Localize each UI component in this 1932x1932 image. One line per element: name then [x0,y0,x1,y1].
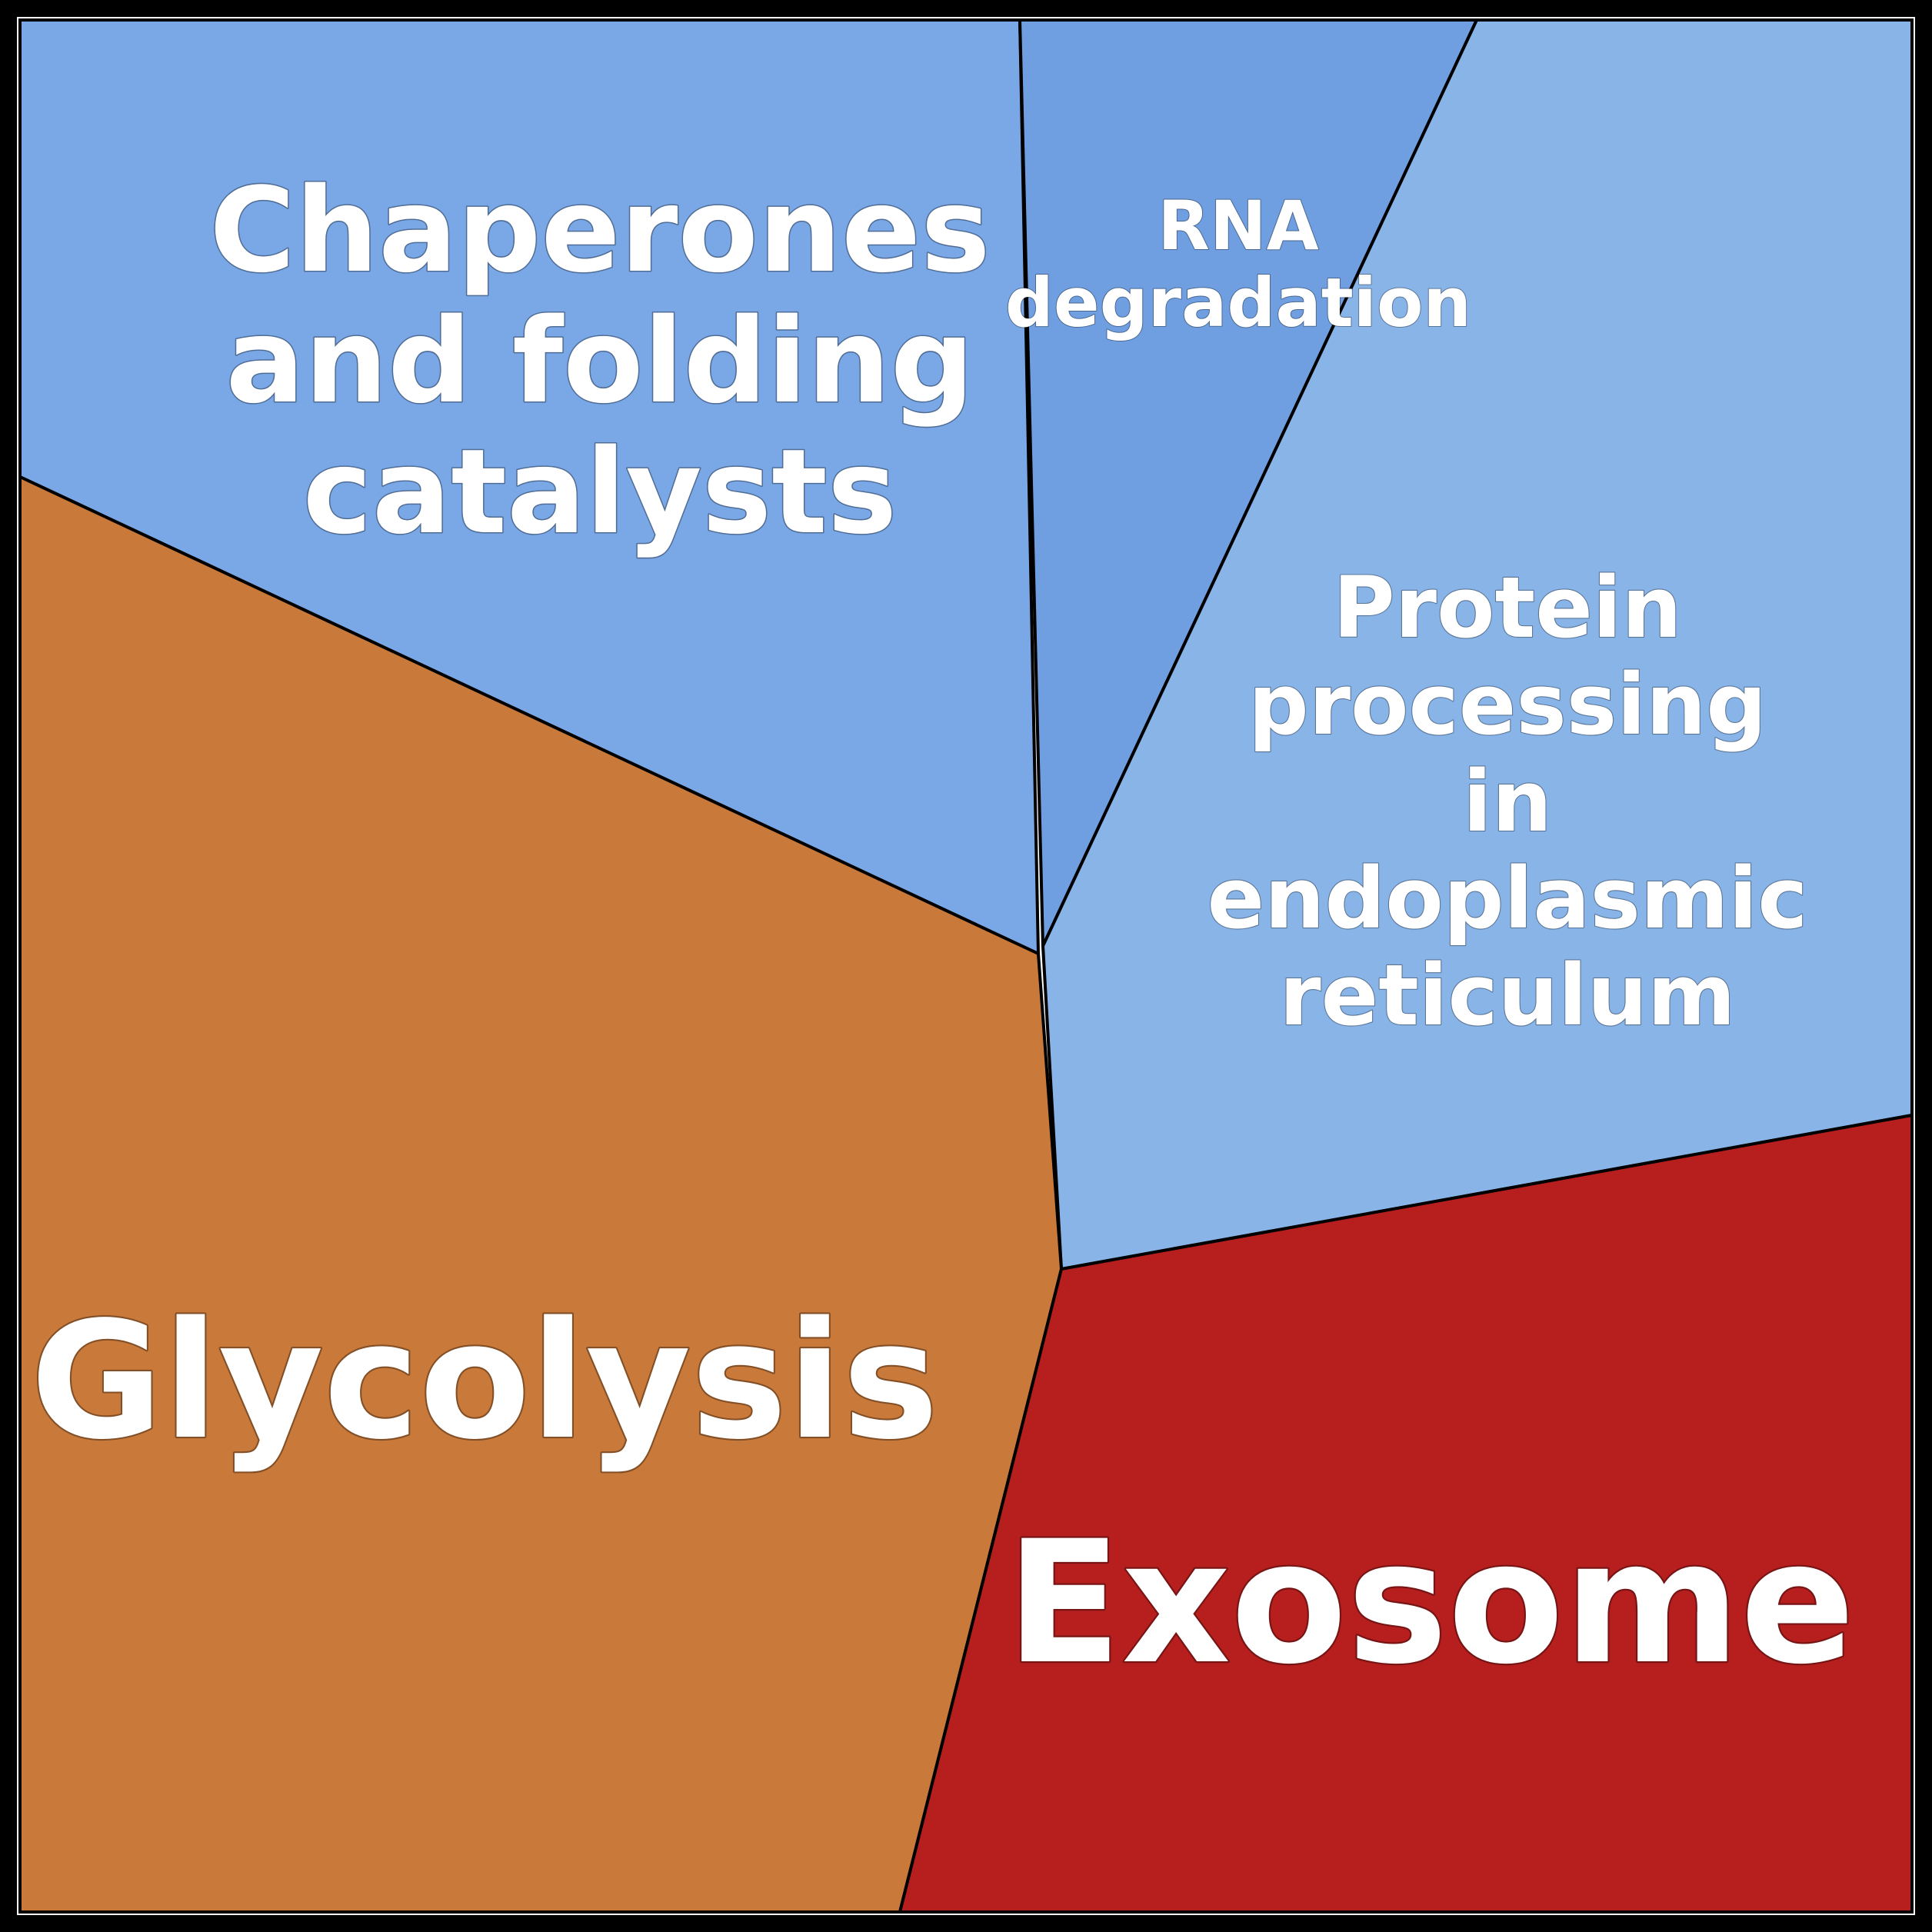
label-line: Exosome [1006,1504,1855,1701]
label-line: processing [1248,655,1767,754]
label-line: reticulum [1279,946,1735,1044]
label-line: catalysts [303,424,898,560]
label-line: in [1463,752,1552,851]
label-glycolysis: Glycolysis [31,1287,939,1475]
label-line: endoplasmic [1208,849,1808,948]
label-exosome: Exosome [1006,1504,1855,1701]
label-line: Glycolysis [31,1287,939,1475]
label-line: RNA [1158,186,1319,265]
label-line: Chaperones [209,162,990,298]
label-line: degradation [1005,263,1471,342]
label-line: Protein [1333,558,1682,657]
label-line: and folding [225,293,974,429]
svg-canvas: Chaperonesand foldingcatalysts RNAdegrada… [0,0,1932,1932]
label-chaperones: Chaperonesand foldingcatalysts [209,162,990,560]
voronoi-diagram: Chaperonesand foldingcatalysts RNAdegrada… [0,0,1932,1932]
